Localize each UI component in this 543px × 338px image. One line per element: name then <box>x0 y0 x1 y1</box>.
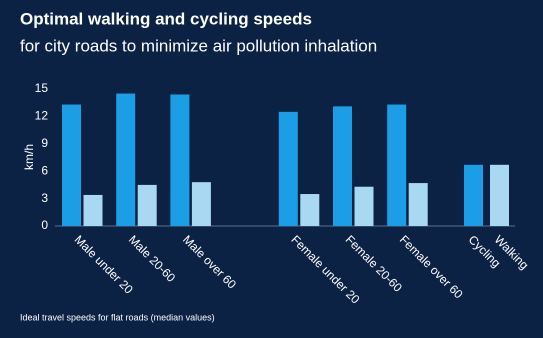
bar <box>387 104 407 226</box>
bar <box>464 164 483 226</box>
y-tick-label: 15 <box>35 81 49 95</box>
y-tick-label: 12 <box>35 109 49 123</box>
bar <box>191 182 211 226</box>
bar <box>62 104 81 226</box>
bar <box>408 183 428 226</box>
bar <box>333 106 352 226</box>
bar <box>278 111 298 226</box>
bar <box>354 186 374 226</box>
bar <box>170 94 190 226</box>
y-tick-label: 0 <box>41 218 48 232</box>
bar <box>300 194 320 226</box>
bar <box>116 93 136 226</box>
y-tick-label: 3 <box>41 191 48 205</box>
bar <box>137 184 157 226</box>
bar <box>490 164 509 226</box>
chart-subtitle: for city roads to minimize air pollution… <box>20 36 377 55</box>
y-tick-label: 6 <box>41 163 48 177</box>
chart-title: Optimal walking and cycling speeds <box>20 9 312 28</box>
y-axis-label: km/h <box>22 144 36 170</box>
footnote: Ideal travel speeds for flat roads (medi… <box>20 312 215 322</box>
y-tick-label: 9 <box>41 136 48 150</box>
bar <box>83 194 103 226</box>
